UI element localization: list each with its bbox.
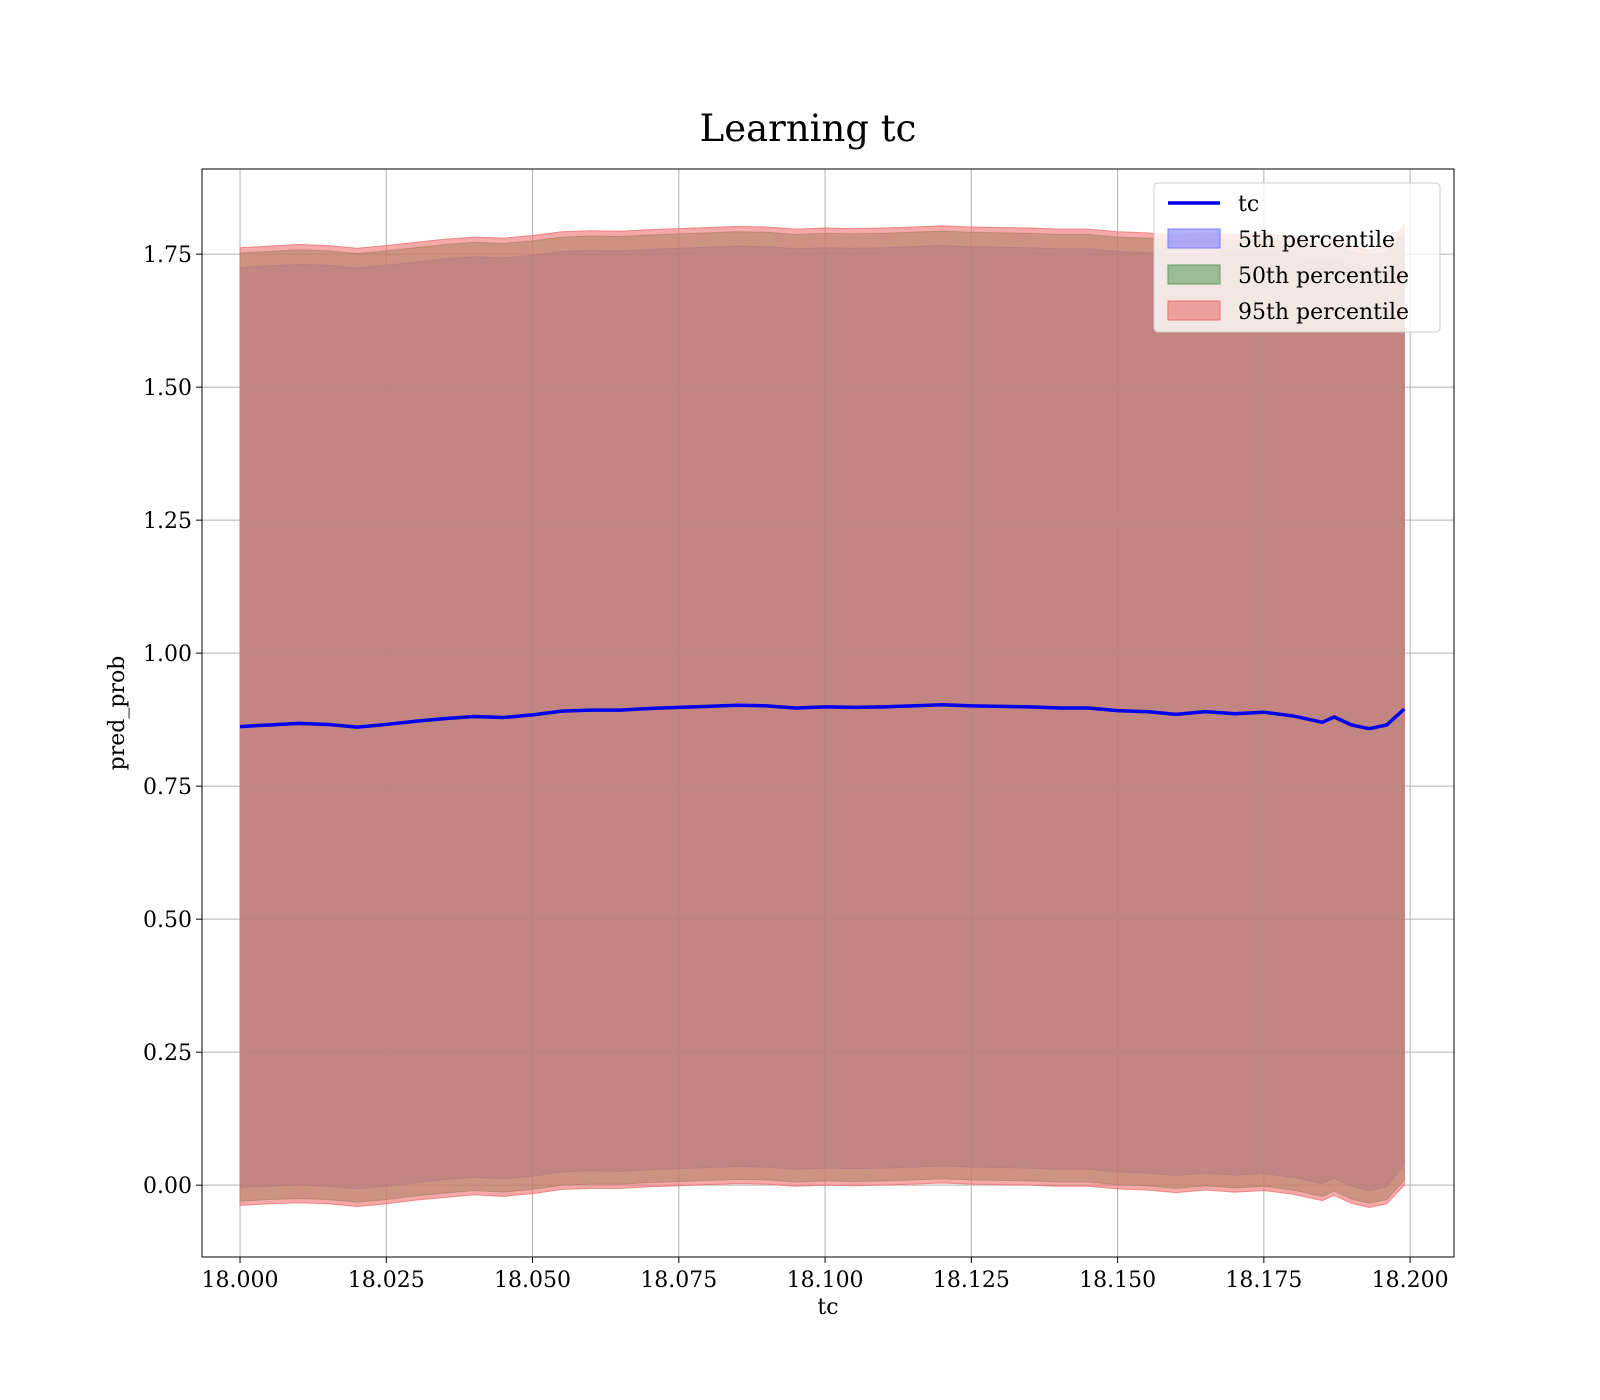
legend-label-50th-percentile: 50th percentile [1238, 264, 1409, 289]
x-tick-label: 18.175 [1225, 1268, 1302, 1293]
y-tick-label: 0.00 [143, 1174, 192, 1199]
y-tick-label: 0.75 [143, 775, 192, 800]
y-tick-label: 1.00 [143, 642, 192, 667]
y-tick-label: 1.75 [143, 243, 192, 268]
x-axis-ticks: 18.000 18.025 18.050 18.075 18.100 18.125 18.1… [202, 1257, 1449, 1293]
legend: tc 5th percentile 50th percentile 95th perc… [1153, 182, 1441, 333]
legend-label-95th-percentile: 95th percentile [1238, 300, 1409, 325]
y-tick-label: 1.50 [143, 376, 192, 401]
x-tick-label: 18.050 [494, 1268, 571, 1293]
legend-label-tc: tc [1238, 192, 1259, 217]
x-tick-label: 18.075 [640, 1268, 717, 1293]
y-tick-label: 1.25 [143, 509, 192, 534]
x-axis-label: tc [817, 1295, 838, 1320]
y-axis-label: pred_prob [105, 656, 130, 771]
y-axis-ticks: 0.00 0.25 0.50 0.75 1.00 1.25 1.50 1.75 [143, 243, 202, 1199]
legend-swatch-95th-percentile [1167, 300, 1221, 321]
percentile-bands [239, 223, 1405, 1209]
chart-title: Learning tc [700, 107, 917, 150]
series-lines [239, 703, 1406, 731]
legend-frame [1153, 182, 1441, 333]
x-tick-label: 18.100 [787, 1268, 864, 1293]
x-tick-label: 18.125 [933, 1268, 1010, 1293]
x-tick-label: 18.000 [202, 1268, 279, 1293]
x-tick-label: 18.200 [1372, 1268, 1449, 1293]
band-95th-percentile [239, 223, 1405, 1209]
x-tick-label: 18.150 [1079, 1268, 1156, 1293]
line-tc [239, 703, 1406, 731]
x-tick-label: 18.025 [348, 1268, 425, 1293]
y-tick-label: 0.50 [143, 908, 192, 933]
legend-swatch-50th-percentile [1167, 264, 1221, 285]
plot-area: 18.000 18.025 18.050 18.075 18.100 18.125 18.1… [143, 168, 1455, 1293]
plot-frame [201, 168, 1455, 1258]
legend-label-5th-percentile: 5th percentile [1238, 228, 1395, 253]
y-tick-label: 0.25 [143, 1041, 192, 1066]
legend-items: tc 5th percentile 50th percentile 95th perc… [1167, 192, 1409, 325]
legend-swatch-5th-percentile [1167, 228, 1221, 249]
